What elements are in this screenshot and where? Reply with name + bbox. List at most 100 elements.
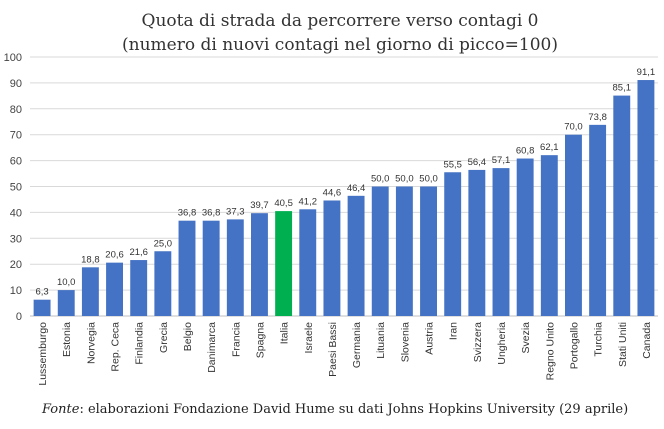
bar bbox=[154, 251, 172, 316]
chart-subtitle: (numero di nuovi contagi nel giorno di p… bbox=[122, 35, 558, 55]
bar bbox=[540, 155, 558, 316]
value-label: 18,8 bbox=[81, 254, 100, 265]
source-note: Fonte: elaborazioni Fondazione David Hum… bbox=[42, 402, 628, 417]
value-labels: 6,3 10,0 18,8 20,6 21,6 25,0 36,8 36,8 37,3 39,7 4… bbox=[35, 67, 655, 298]
bar bbox=[178, 220, 196, 316]
gridlines bbox=[30, 56, 658, 317]
value-label: 37,3 bbox=[226, 206, 245, 217]
category-label: Estonia bbox=[61, 322, 73, 357]
value-label: 36,8 bbox=[178, 208, 197, 219]
value-label: 44,6 bbox=[323, 187, 342, 198]
value-label: 56,4 bbox=[468, 157, 487, 168]
y-tick-label: 100 bbox=[4, 52, 22, 64]
value-label: 57,1 bbox=[492, 155, 511, 166]
bar bbox=[299, 209, 317, 316]
category-label: Paesi Bassi bbox=[327, 322, 339, 377]
value-label: 21,6 bbox=[129, 247, 148, 258]
category-label: Slovenia bbox=[399, 322, 411, 362]
value-label: 40,5 bbox=[274, 198, 293, 209]
value-label: 20,6 bbox=[105, 250, 124, 261]
bar bbox=[565, 134, 582, 316]
category-label: Austria bbox=[424, 322, 436, 355]
x-axis-categories: Lussemburgo Estonia Norvegia Rep. Ceca Finla… bbox=[37, 322, 653, 386]
category-label: Svezia bbox=[520, 322, 532, 354]
bar bbox=[347, 195, 365, 316]
value-label: 25,0 bbox=[154, 238, 173, 249]
bar bbox=[251, 213, 268, 316]
source-text: : elaborazioni Fondazione David Hume su … bbox=[79, 402, 629, 417]
value-label: 73,8 bbox=[588, 112, 607, 123]
source-label: Fonte bbox=[42, 402, 80, 417]
bar bbox=[226, 219, 244, 316]
bar bbox=[202, 220, 220, 316]
value-label: 50,0 bbox=[395, 174, 414, 185]
bar bbox=[468, 169, 486, 316]
value-label: 50,0 bbox=[371, 174, 390, 185]
bar bbox=[444, 172, 462, 316]
bar bbox=[637, 80, 655, 317]
category-label: Germania bbox=[351, 322, 363, 368]
category-label: Norvegia bbox=[85, 322, 97, 364]
category-label: Regno Unito bbox=[544, 322, 556, 381]
y-axis-ticks: 0 10 20 30 40 50 60 70 80 90 100 bbox=[4, 52, 22, 323]
bar bbox=[57, 290, 75, 316]
y-tick-label: 80 bbox=[10, 104, 22, 116]
category-label: Finlandia bbox=[134, 322, 146, 365]
category-label: Grecia bbox=[158, 322, 170, 353]
value-label: 55,5 bbox=[443, 159, 462, 170]
bar bbox=[33, 299, 51, 316]
value-label: 36,8 bbox=[202, 208, 221, 219]
category-label: Turchia bbox=[593, 322, 605, 357]
category-label: Iran bbox=[448, 322, 460, 340]
category-label: Ungheria bbox=[496, 322, 508, 365]
value-label: 60,8 bbox=[516, 146, 535, 157]
bar bbox=[371, 186, 389, 316]
y-tick-label: 70 bbox=[10, 130, 22, 142]
bar bbox=[106, 262, 123, 316]
bar bbox=[613, 95, 631, 316]
value-label: 50,0 bbox=[419, 174, 438, 185]
category-label: Israele bbox=[303, 322, 315, 354]
category-label: Canada bbox=[641, 322, 653, 359]
y-tick-label: 10 bbox=[10, 285, 22, 297]
bar bbox=[130, 260, 148, 316]
value-label: 39,7 bbox=[250, 200, 269, 211]
bar bbox=[516, 158, 534, 316]
category-label: Rep. Ceca bbox=[110, 322, 122, 372]
y-tick-label: 20 bbox=[10, 259, 22, 271]
category-label: Danimarca bbox=[206, 322, 218, 373]
bar bbox=[589, 124, 607, 316]
value-label: 62,1 bbox=[540, 142, 559, 153]
category-label: Francia bbox=[230, 322, 242, 357]
category-label: Belgio bbox=[182, 322, 194, 351]
bar bbox=[81, 267, 99, 316]
category-label: Lussemburgo bbox=[37, 322, 49, 386]
y-tick-label: 40 bbox=[10, 207, 22, 219]
category-label: Italia bbox=[279, 322, 291, 344]
category-label: Svizzera bbox=[472, 322, 484, 362]
y-tick-label: 60 bbox=[10, 156, 22, 168]
category-label: Stati Uniti bbox=[617, 322, 629, 367]
bar bbox=[275, 211, 293, 316]
bar bbox=[323, 200, 341, 316]
bar-chart: Quota di strada da percorrere verso cont… bbox=[4, 11, 658, 386]
bar bbox=[395, 186, 413, 316]
y-tick-label: 0 bbox=[16, 311, 22, 323]
category-label: Portogallo bbox=[568, 322, 580, 369]
y-tick-label: 50 bbox=[10, 182, 22, 194]
category-label: Spagna bbox=[254, 322, 266, 358]
bars bbox=[33, 80, 655, 317]
y-tick-label: 90 bbox=[10, 78, 22, 90]
value-label: 46,4 bbox=[347, 183, 366, 194]
value-label: 6,3 bbox=[35, 287, 48, 298]
value-label: 85,1 bbox=[613, 83, 632, 94]
bar bbox=[420, 186, 437, 316]
value-label: 41,2 bbox=[299, 196, 318, 207]
value-label: 70,0 bbox=[564, 122, 583, 133]
category-label: Lituania bbox=[375, 322, 387, 359]
chart-title: Quota di strada da percorrere verso cont… bbox=[142, 11, 539, 31]
value-label: 91,1 bbox=[637, 67, 656, 78]
value-label: 10,0 bbox=[57, 277, 76, 288]
bar bbox=[492, 168, 510, 316]
y-tick-label: 30 bbox=[10, 233, 22, 245]
